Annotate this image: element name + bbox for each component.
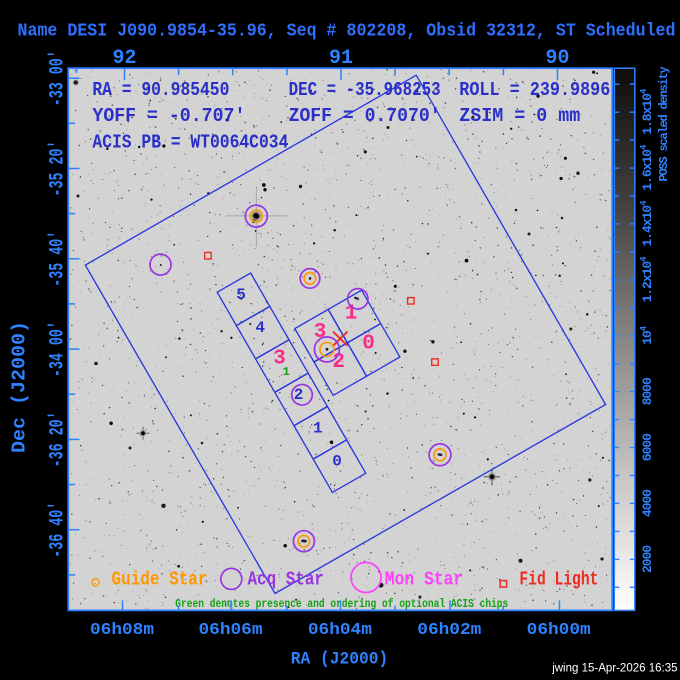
svg-text:2: 2 (332, 351, 345, 374)
svg-text:8000: 8000 (640, 377, 655, 405)
svg-text:2: 2 (294, 386, 304, 404)
svg-text:RA (J2000): RA (J2000) (291, 650, 389, 670)
svg-text:ZOFF = 0.7070': ZOFF = 0.7070' (289, 105, 441, 127)
svg-text:ROLL = 239.9896: ROLL = 239.9896 (459, 79, 610, 101)
svg-text:RA = 90.985450: RA = 90.985450 (92, 79, 229, 101)
svg-text:5: 5 (236, 286, 246, 304)
svg-text:1.8x104: 1.8x104 (639, 88, 655, 135)
svg-text:YOFF = -0.707': YOFF = -0.707' (92, 105, 245, 127)
svg-text:06h00m: 06h00m (527, 620, 591, 639)
svg-text:90: 90 (546, 47, 570, 70)
svg-text:Dec (J2000): Dec (J2000) (9, 321, 31, 453)
svg-text:3: 3 (273, 348, 286, 371)
svg-text:2000: 2000 (640, 545, 655, 573)
svg-text:4000: 4000 (640, 489, 655, 517)
svg-text:3: 3 (314, 321, 327, 344)
svg-text:1.2x104: 1.2x104 (639, 256, 655, 303)
svg-text:DEC = -35.968253: DEC = -35.968253 (289, 79, 441, 101)
svg-text:6000: 6000 (640, 433, 655, 461)
svg-text:-36 20': -36 20' (47, 411, 70, 467)
svg-text:4: 4 (255, 319, 265, 337)
svg-text:06h02m: 06h02m (417, 620, 481, 639)
svg-text:-34 00': -34 00' (47, 321, 70, 377)
svg-text:0: 0 (332, 453, 342, 471)
svg-text:Green denotes presence and ord: Green denotes presence and ordering of o… (175, 597, 508, 611)
svg-text:-35 40': -35 40' (47, 231, 70, 287)
svg-text:-35 20': -35 20' (47, 141, 70, 197)
svg-text:06h04m: 06h04m (308, 620, 372, 639)
svg-text:06h08m: 06h08m (90, 620, 154, 639)
svg-text:0: 0 (362, 332, 375, 355)
svg-text:jwing 15-Apr-2026 16:35: jwing 15-Apr-2026 16:35 (551, 663, 677, 675)
svg-text:1.4x104: 1.4x104 (639, 200, 655, 247)
svg-text:1: 1 (283, 365, 290, 379)
svg-text:POSS scaled density: POSS scaled density (657, 66, 671, 181)
svg-text:Fid Light: Fid Light (519, 569, 598, 591)
svg-text:92: 92 (113, 47, 137, 70)
svg-text:Mon Star: Mon Star (385, 569, 463, 591)
svg-text:Acq Star: Acq Star (248, 569, 325, 591)
svg-text:1: 1 (313, 419, 323, 437)
svg-text:ZSIM = 0 mm: ZSIM = 0 mm (459, 105, 580, 127)
svg-text:-33 00': -33 00' (47, 50, 70, 106)
svg-text:ACIS PB = WT0064C034: ACIS PB = WT0064C034 (92, 132, 288, 154)
svg-text:06h06m: 06h06m (199, 620, 263, 639)
svg-text:-36 40': -36 40' (47, 502, 70, 558)
svg-text:1.6x104: 1.6x104 (639, 144, 655, 191)
svg-text:Guide Star: Guide Star (112, 569, 208, 591)
svg-text:91: 91 (329, 47, 353, 70)
svg-text:Name DESI J090.9854-35.96, Seq: Name DESI J090.9854-35.96, Seq # 802208,… (18, 22, 676, 42)
